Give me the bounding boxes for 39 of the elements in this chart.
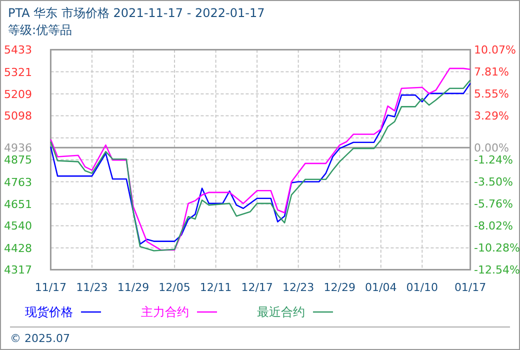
y2-tick-label: 0.00% bbox=[474, 142, 509, 155]
legend-label: 主力合约 bbox=[141, 305, 189, 319]
chart-subtitle: 等级:优等品 bbox=[8, 23, 72, 37]
y-tick-label: 5321 bbox=[4, 66, 32, 79]
x-tick-label: 12/29 bbox=[324, 281, 356, 294]
chart-title: PTA 华东 市场价格 2021-11-17 - 2022-01-17 bbox=[8, 6, 265, 20]
legend-label: 最近合约 bbox=[257, 305, 305, 319]
y2-tick-label: -12.54% bbox=[474, 264, 520, 277]
x-tick-label: 01/10 bbox=[406, 281, 438, 294]
y2-tick-label: -3.50% bbox=[474, 176, 513, 189]
y-tick-label: 4936 bbox=[4, 142, 32, 155]
y2-tick-label: 7.81% bbox=[474, 66, 509, 79]
x-tick-label: 12/23 bbox=[282, 281, 314, 294]
x-tick-label: 11/29 bbox=[117, 281, 150, 294]
x-tick-label: 11/23 bbox=[76, 281, 108, 294]
x-tick-label: 01/04 bbox=[365, 281, 397, 294]
y2-tick-label: 5.55% bbox=[474, 88, 509, 101]
y-tick-label: 5209 bbox=[4, 88, 32, 101]
y-tick-label: 4875 bbox=[4, 154, 32, 167]
y-tick-label: 5098 bbox=[4, 110, 32, 123]
y-tick-label: 4651 bbox=[4, 198, 32, 211]
y2-tick-label: -10.28% bbox=[474, 242, 520, 255]
text: © 2025.07 bbox=[10, 332, 70, 345]
legend-label: 现货价格 bbox=[25, 305, 73, 319]
y-tick-label: 4317 bbox=[4, 264, 32, 277]
y2-tick-label: 10.07% bbox=[474, 44, 516, 57]
y-tick-label: 4540 bbox=[4, 220, 32, 233]
y2-tick-label: -5.76% bbox=[474, 198, 513, 211]
y-tick-label: 4428 bbox=[4, 242, 32, 255]
x-tick-label: 12/11 bbox=[200, 281, 232, 294]
y2-tick-label: -1.24% bbox=[474, 154, 513, 167]
y2-tick-label: -8.02% bbox=[474, 220, 513, 233]
y-tick-label: 5433 bbox=[4, 44, 32, 57]
x-tick-label: 12/17 bbox=[241, 281, 273, 294]
x-tick-label: 11/17 bbox=[34, 281, 67, 294]
x-tick-label: 12/05 bbox=[158, 281, 190, 294]
x-tick-label: 01/17 bbox=[454, 281, 486, 294]
y-tick-label: 4763 bbox=[4, 176, 32, 189]
y2-tick-label: 3.29% bbox=[474, 110, 509, 123]
